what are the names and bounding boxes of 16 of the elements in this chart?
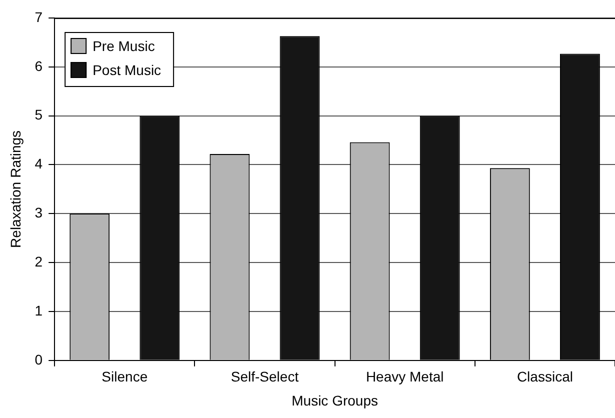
y-axis-title: Relaxation Ratings [7, 130, 24, 248]
y-tick-label: 4 [34, 156, 43, 172]
x-tick-label: Classical [516, 368, 573, 385]
legend-label: Post Music [92, 62, 162, 78]
y-tick-label: 1 [34, 302, 43, 318]
y-tick-label: 5 [34, 106, 43, 123]
x-tick-label: Heavy Metal [366, 368, 444, 385]
x-axis-title: Music Groups [292, 392, 378, 408]
x-tick-label: Silence [102, 368, 148, 385]
legend-label: Pre Music [92, 38, 155, 54]
y-tick-label: 2 [34, 253, 43, 270]
x-tick-label: Self-Select [230, 368, 299, 385]
y-tick-label: 7 [34, 8, 43, 25]
y-tick-label: 6 [34, 58, 43, 74]
y-tick-label: 3 [34, 204, 43, 221]
y-tick-label: 0 [34, 351, 43, 368]
